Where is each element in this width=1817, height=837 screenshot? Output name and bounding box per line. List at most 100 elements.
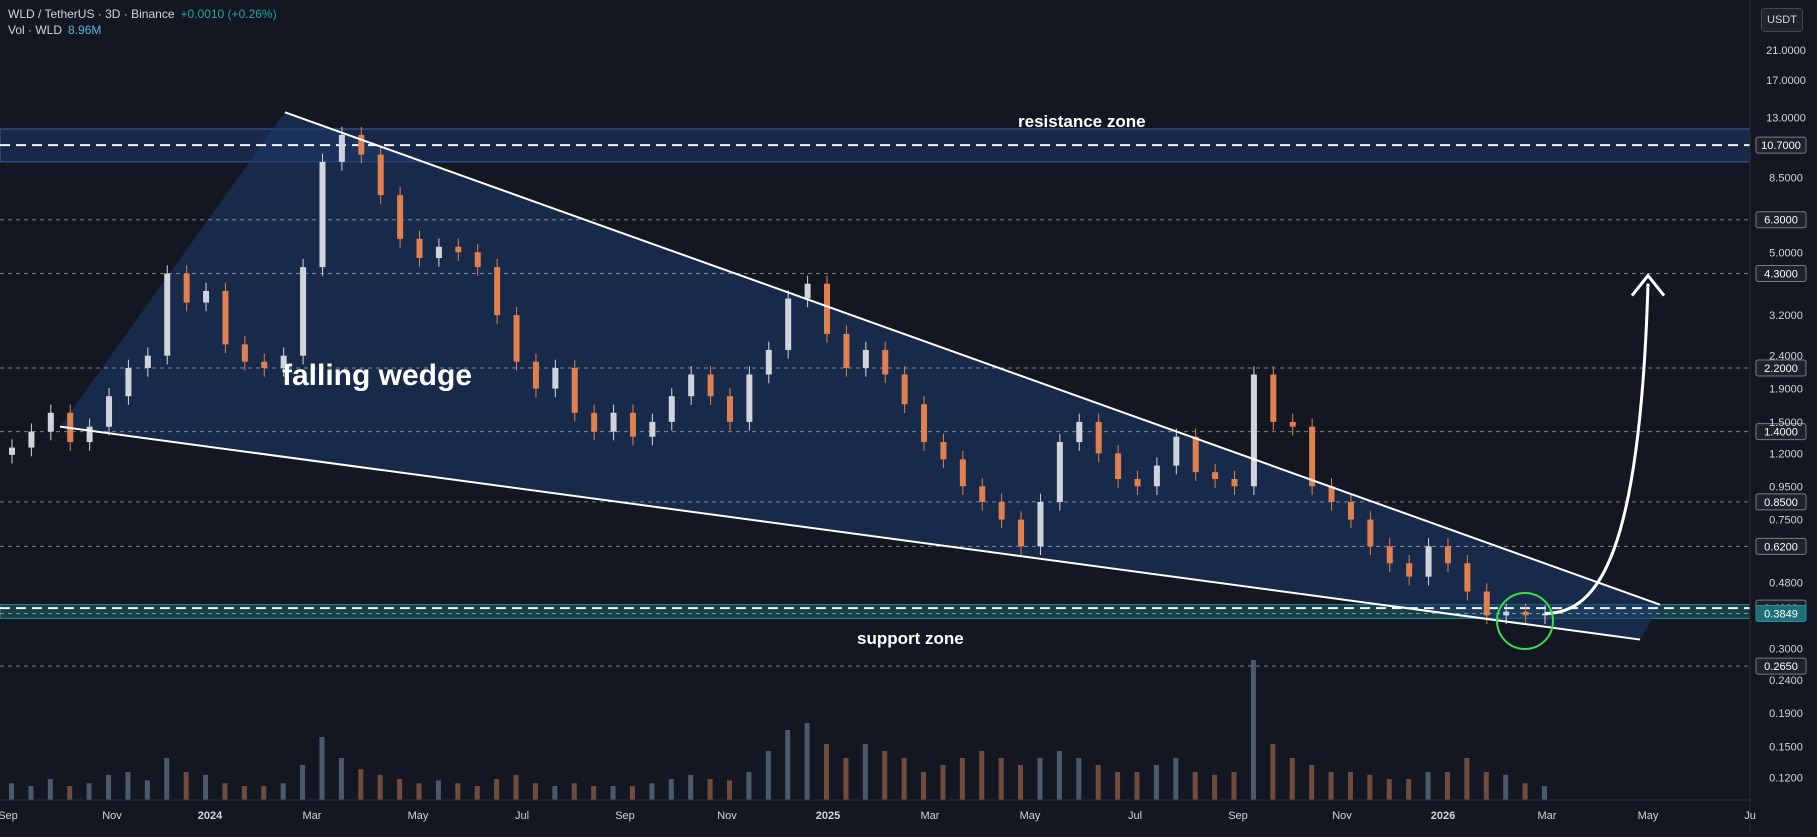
- candle-body: [1406, 563, 1413, 577]
- candle-body: [1309, 426, 1316, 487]
- volume-value: 8.96M: [68, 23, 102, 37]
- volume-bar: [183, 772, 189, 800]
- candle-body: [377, 154, 384, 196]
- candle-body: [435, 246, 442, 259]
- candle-body: [1192, 436, 1199, 473]
- candle-body: [591, 412, 598, 432]
- y-axis-tick-label: 5.0000: [1769, 247, 1803, 259]
- x-axis-tick-label: 2025: [816, 810, 840, 822]
- volume-bar: [940, 765, 946, 800]
- candle-body: [901, 374, 908, 405]
- y-axis-tick-label: 17.0000: [1766, 75, 1806, 87]
- breakout-arrow-head: [1630, 273, 1666, 297]
- candle-body: [785, 298, 792, 350]
- level-price-box: [1755, 359, 1807, 377]
- volume-bar: [804, 723, 810, 800]
- candle-body: [668, 396, 675, 422]
- candle-body: [1115, 453, 1122, 480]
- candle-body: [998, 501, 1005, 520]
- candle-body: [9, 447, 15, 455]
- x-axis-tick-label: Ju: [1744, 810, 1756, 822]
- candle-body: [610, 412, 617, 432]
- volume-bar: [455, 783, 461, 800]
- currency-button[interactable]: USDT: [1761, 8, 1803, 32]
- volume-bar: [1115, 772, 1121, 800]
- candle-body: [649, 421, 656, 437]
- volume-bar: [649, 783, 655, 800]
- y-axis-tick-label: 0.2400: [1769, 675, 1803, 687]
- candle-body: [1037, 501, 1044, 547]
- volume-bar: [571, 783, 577, 800]
- candle-body: [1134, 479, 1141, 487]
- candle-body: [726, 396, 733, 422]
- candle-body: [1289, 421, 1296, 427]
- volume-bar: [1309, 765, 1315, 800]
- x-axis-tick-label: 2024: [198, 810, 223, 822]
- candle-body: [86, 426, 93, 443]
- volume-bar: [746, 772, 752, 800]
- level-price-label: 0.2650: [1764, 661, 1798, 673]
- volume-bar: [300, 765, 306, 800]
- level-price-box: [1755, 657, 1807, 675]
- volume-bar: [668, 779, 674, 800]
- volume-bar: [1037, 758, 1043, 800]
- symbol-title[interactable]: WLD / TetherUS · 3D · Binance: [8, 7, 175, 21]
- volume-bar: [1153, 765, 1159, 800]
- volume-bar: [106, 774, 112, 800]
- volume-bar: [1503, 774, 1509, 800]
- level-price-box: [1755, 423, 1807, 441]
- volume-bar: [144, 780, 150, 800]
- candle-body: [1250, 374, 1257, 487]
- volume-label[interactable]: Vol · WLD: [8, 23, 63, 37]
- volume-bar: [688, 774, 694, 800]
- volume-bar: [1173, 758, 1179, 800]
- candle-body: [144, 355, 151, 368]
- volume-bar: [532, 783, 538, 800]
- level-price-box: [1755, 493, 1807, 511]
- y-axis-tick-label: 3.2000: [1769, 310, 1803, 322]
- candle-body: [222, 290, 229, 345]
- x-axis-tick-label: Jul: [515, 810, 529, 822]
- candle-body: [921, 404, 928, 443]
- candle-body: [416, 238, 423, 259]
- volume-bar: [241, 786, 247, 800]
- y-axis-tick-label: 0.4800: [1769, 577, 1803, 589]
- volume-bar: [67, 786, 73, 800]
- candle-body: [1347, 501, 1354, 520]
- support-zone-label: support zone: [857, 629, 964, 648]
- volume-bar: [9, 783, 14, 800]
- x-axis-tick-label: Sep: [0, 810, 18, 822]
- candle-body: [707, 374, 714, 397]
- volume-bar: [358, 769, 364, 800]
- y-axis-tick-label: 0.1200: [1769, 773, 1803, 785]
- volume-bar: [1076, 758, 1082, 800]
- candle-body: [1153, 465, 1160, 487]
- candle-body: [1503, 611, 1510, 616]
- volume-bar: [824, 744, 830, 800]
- x-axis-tick-label: Sep: [615, 810, 635, 822]
- volume-bar: [765, 751, 771, 800]
- candle-body: [765, 349, 772, 375]
- candle-body: [261, 361, 268, 368]
- volume-bar: [882, 751, 888, 800]
- candle-body: [1212, 472, 1219, 480]
- candle-body: [940, 442, 947, 460]
- candle-body: [532, 361, 539, 389]
- x-axis-tick-label: Nov: [102, 810, 122, 822]
- y-axis-tick-label: 0.1500: [1769, 741, 1803, 753]
- volume-bar: [261, 786, 267, 800]
- candle-body: [300, 267, 307, 356]
- volume-bar: [28, 786, 34, 800]
- level-price-box: [1755, 211, 1807, 229]
- candle-body: [513, 315, 520, 362]
- breakout-arrow: [1544, 283, 1650, 616]
- candle-body: [1444, 546, 1451, 564]
- candle-body: [203, 290, 210, 303]
- volume-bar: [629, 786, 635, 800]
- candle-body: [474, 252, 481, 268]
- volume-bar: [1464, 758, 1470, 800]
- level-price-label: 0.6200: [1764, 541, 1798, 553]
- level-price-label: 10.7000: [1761, 140, 1801, 152]
